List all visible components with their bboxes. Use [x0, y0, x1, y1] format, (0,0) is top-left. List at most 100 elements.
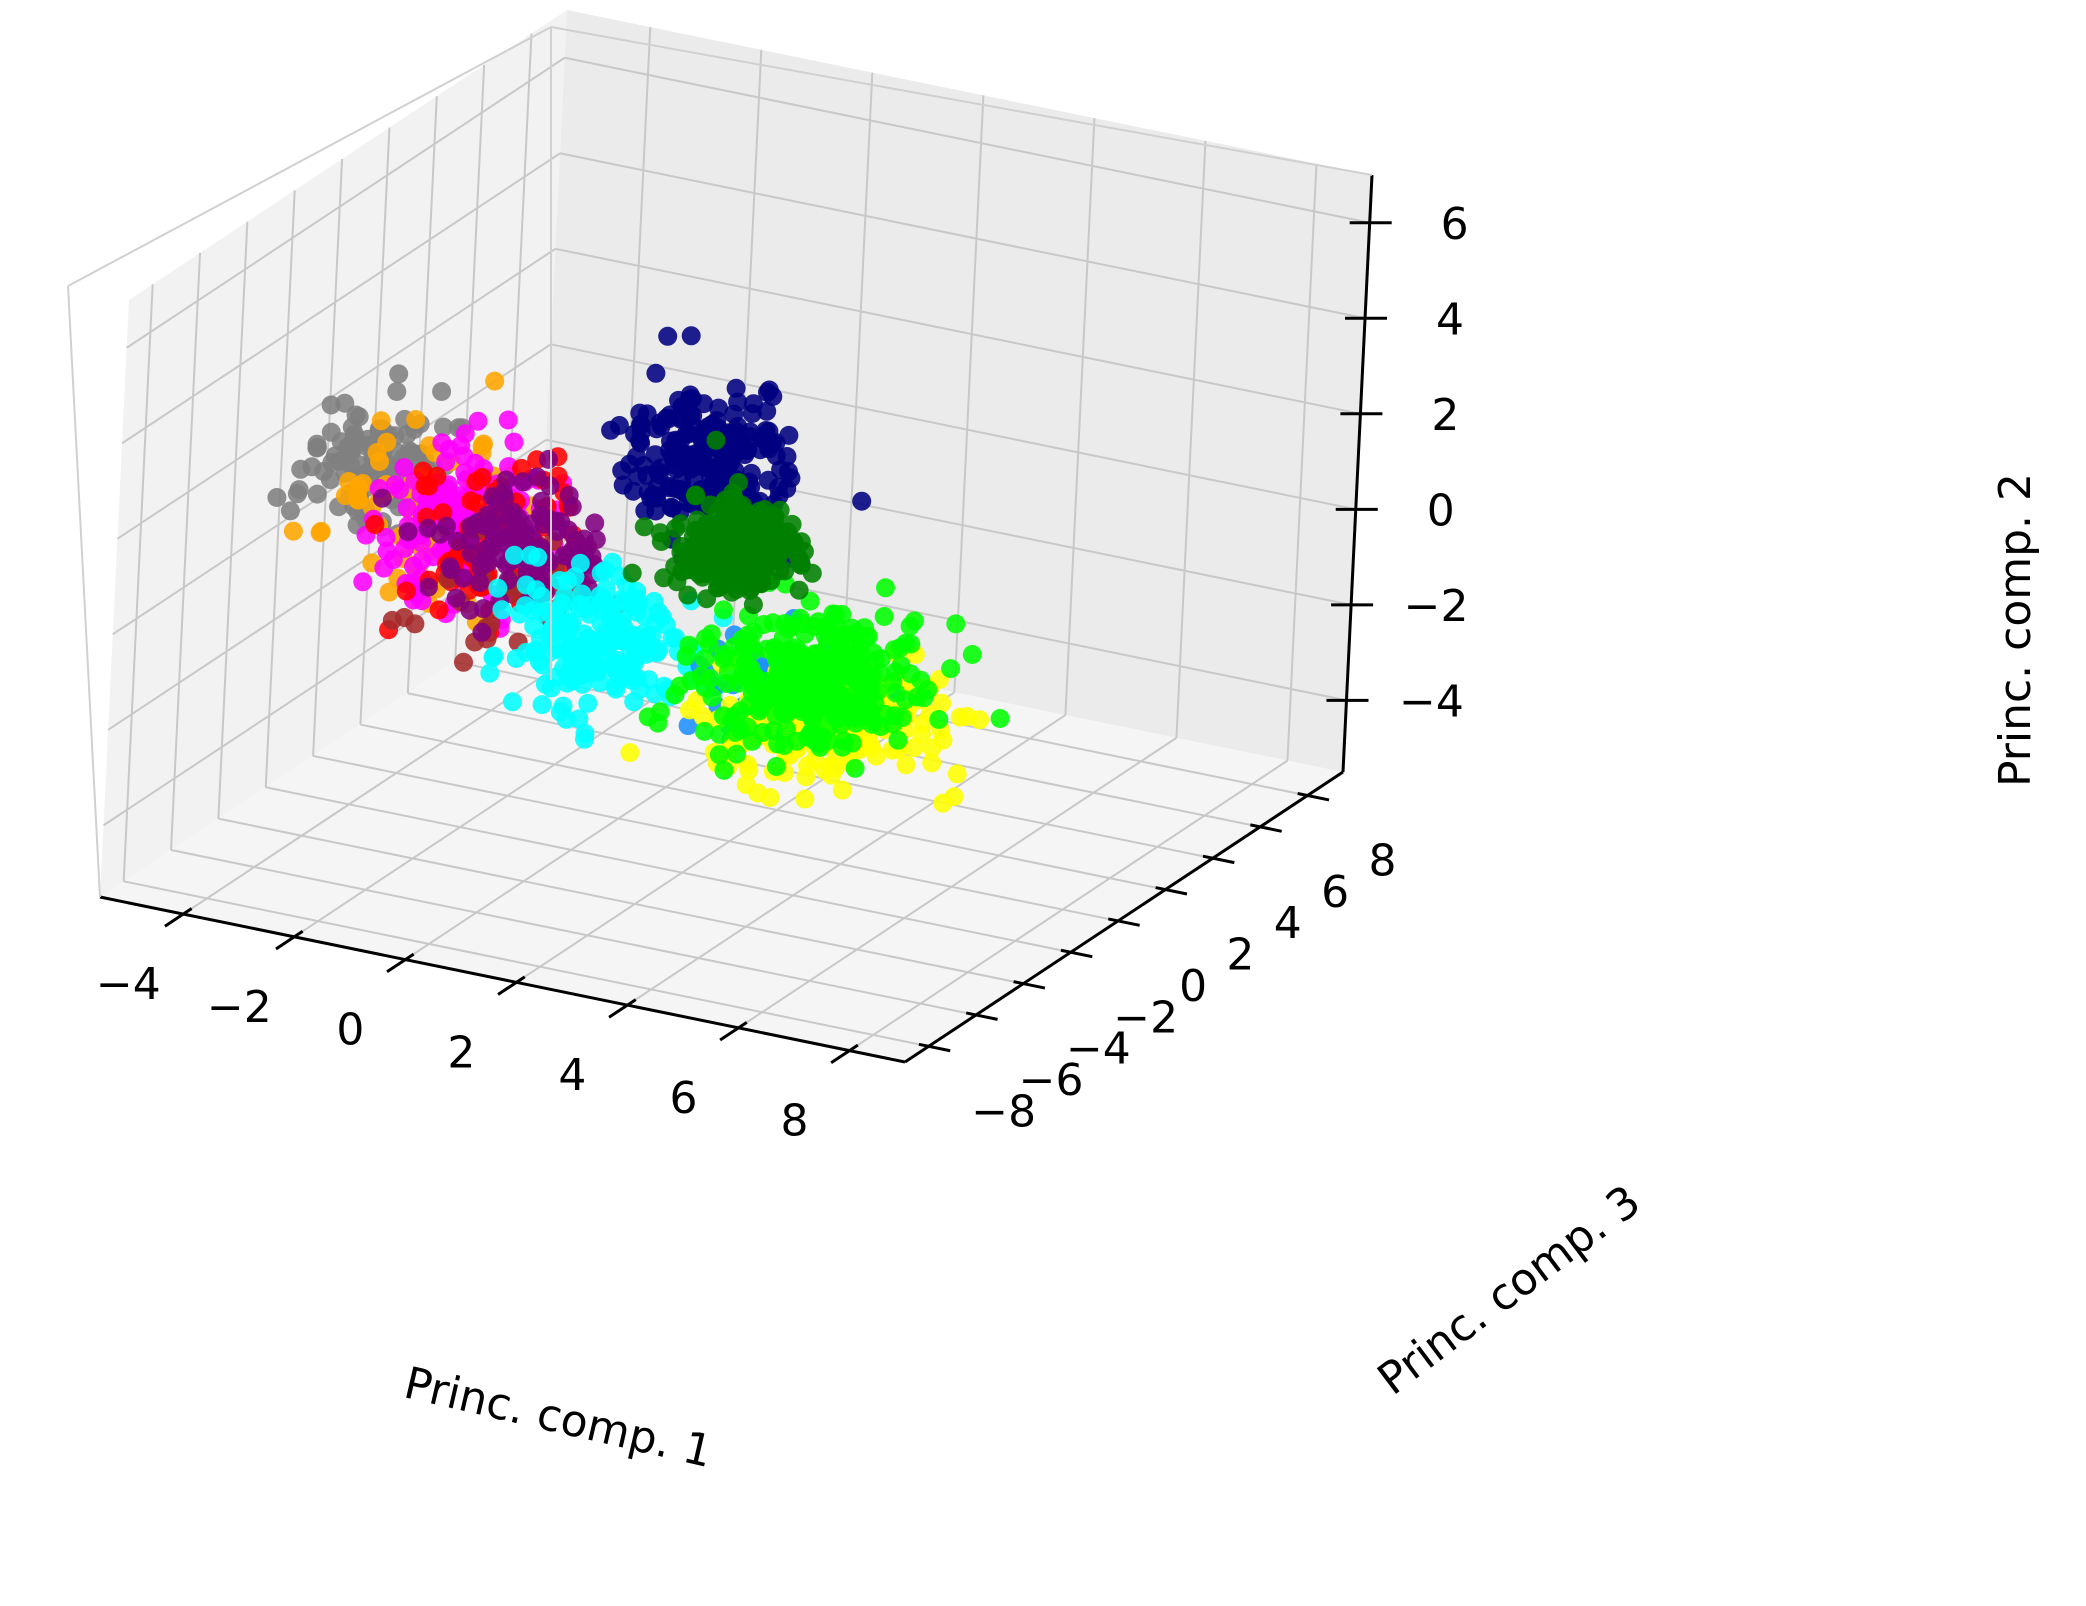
- scatter-point: [634, 517, 654, 537]
- scatter-point: [280, 501, 300, 521]
- scatter-point: [779, 462, 798, 482]
- scatter-point: [819, 667, 839, 687]
- scatter-point: [929, 710, 949, 729]
- scatter-point: [678, 445, 698, 465]
- scatter-point: [432, 433, 452, 453]
- scatter-point: [802, 563, 822, 583]
- scatter-point: [510, 604, 530, 624]
- scatter-point: [612, 461, 632, 480]
- scatter-point: [549, 620, 569, 640]
- y-tick: [1155, 886, 1188, 896]
- scatter-point: [753, 723, 773, 742]
- z-axis-line: [1341, 174, 1374, 773]
- scatter-point: [706, 430, 726, 450]
- scatter-point: [654, 568, 674, 588]
- scatter-point: [483, 647, 503, 667]
- scatter-point: [726, 378, 746, 398]
- scatter-point: [349, 477, 368, 496]
- scatter-point: [736, 520, 756, 540]
- scatter-point: [885, 706, 905, 726]
- scatter-point: [531, 602, 551, 622]
- scatter-point: [801, 723, 821, 743]
- y-tick-label: 6: [1321, 867, 1349, 918]
- x-tick-label: 2: [447, 1027, 475, 1078]
- x-tick: [719, 1021, 748, 1042]
- scatter-point: [492, 600, 512, 620]
- scatter-point: [470, 573, 490, 592]
- scatter-point: [900, 616, 920, 636]
- scatter-point: [768, 734, 788, 754]
- scatter-point: [719, 520, 739, 540]
- scatter-point: [575, 729, 594, 749]
- scatter-point: [779, 617, 799, 636]
- scatter-point: [865, 650, 885, 670]
- grid-floor-x: [626, 714, 1066, 1006]
- z-tick-label: 2: [1431, 390, 1459, 441]
- scatter-point: [911, 670, 931, 690]
- scatter-point: [623, 481, 643, 501]
- scatter-point: [647, 419, 667, 439]
- x-tick: [164, 907, 193, 928]
- grid-wall-x: [1286, 163, 1318, 761]
- scatter-point: [765, 507, 785, 527]
- grid-floor-y: [123, 880, 929, 1048]
- grid-left-z: [116, 247, 556, 540]
- grid-wall-x: [620, 27, 652, 625]
- scatter-point: [612, 606, 632, 626]
- grid-wall-x: [842, 72, 874, 670]
- scatter-point: [504, 432, 524, 452]
- y-axis-line: [904, 770, 1344, 1064]
- z-tick-label: 6: [1441, 199, 1469, 250]
- scatter-point: [385, 475, 405, 495]
- scatter-point: [834, 731, 854, 751]
- scatter-point: [775, 561, 795, 581]
- x-tick: [497, 975, 526, 996]
- x-tick-label: −4: [96, 959, 161, 1010]
- scatter-point: [555, 586, 574, 606]
- scatter-point: [434, 417, 453, 437]
- y-axis-title: Princ. comp. 3: [1369, 1176, 1650, 1406]
- grid-right-z: [564, 56, 1370, 224]
- scatter-point: [766, 757, 786, 776]
- scatter-point: [321, 395, 341, 415]
- y-tick: [1250, 823, 1282, 833]
- scatter-point: [736, 775, 756, 795]
- grid-left-z: [112, 343, 552, 636]
- scatter-point: [565, 567, 585, 587]
- scatter-point: [832, 780, 852, 800]
- x-tick-label: 0: [336, 1005, 364, 1056]
- scatter-point: [495, 488, 515, 508]
- scatter-point: [630, 679, 650, 699]
- scatter-point: [702, 687, 722, 707]
- scatter-point: [367, 443, 387, 462]
- pane-edge: [67, 26, 552, 287]
- grid-floor-x: [515, 691, 955, 984]
- scatter-point: [822, 627, 842, 647]
- scatter-point: [766, 446, 786, 466]
- scatter-point: [768, 654, 788, 674]
- scatter-point: [365, 515, 385, 534]
- scatter-point: [532, 695, 552, 715]
- grid-floor-x: [848, 759, 1289, 1052]
- scatter-point: [396, 581, 416, 601]
- scatter-point: [896, 755, 916, 775]
- x-axis-title: Princ. comp. 1: [400, 1358, 717, 1478]
- series-11: [622, 430, 822, 615]
- scatter-point: [732, 665, 752, 685]
- grid-floor-y: [265, 786, 1071, 954]
- y-tick-label: 8: [1368, 836, 1396, 887]
- grid-floor-y: [360, 723, 1166, 891]
- scatter-point: [642, 625, 662, 645]
- scatter-point: [693, 563, 713, 583]
- scatter-point: [406, 410, 426, 429]
- scatter-point: [532, 491, 552, 511]
- scatter-point: [944, 787, 964, 807]
- scatter-point: [670, 676, 690, 696]
- scatter-point: [387, 382, 407, 401]
- scatter-point: [789, 580, 809, 600]
- scatter-point: [678, 716, 698, 736]
- scatter-point: [372, 488, 392, 508]
- scatter-point: [933, 730, 953, 750]
- scatter-point: [283, 521, 303, 541]
